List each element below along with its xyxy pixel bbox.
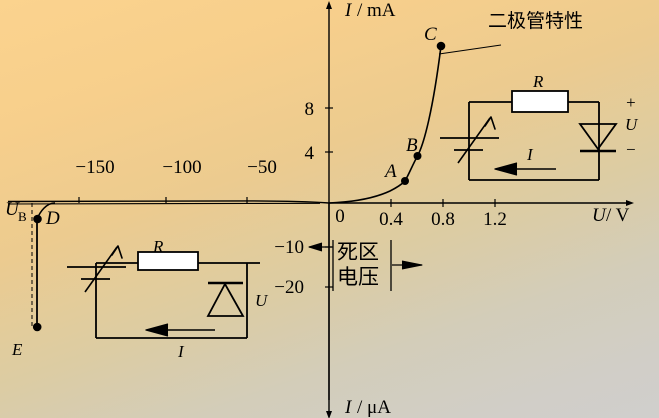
svg-text:C: C xyxy=(424,24,437,45)
svg-text:−10: −10 xyxy=(274,237,304,258)
svg-text:8: 8 xyxy=(305,99,315,120)
svg-text:+: + xyxy=(625,93,636,112)
svg-text:U: U xyxy=(255,291,269,310)
svg-text:E: E xyxy=(11,340,23,359)
svg-text:U: U xyxy=(625,115,639,134)
svg-text:I: I xyxy=(344,397,353,418)
svg-text:二极管特性: 二极管特性 xyxy=(488,10,583,32)
svg-text:R: R xyxy=(532,72,544,91)
svg-text:/ mA: / mA xyxy=(357,0,396,21)
svg-text:死区: 死区 xyxy=(337,241,379,264)
svg-text:I: I xyxy=(344,0,353,21)
svg-text:1.2: 1.2 xyxy=(483,209,507,230)
svg-text:电压: 电压 xyxy=(337,266,379,289)
svg-text:B: B xyxy=(406,135,418,156)
svg-text:−150: −150 xyxy=(75,157,114,178)
svg-text:A: A xyxy=(383,161,397,182)
svg-text:R: R xyxy=(152,237,164,256)
svg-text:0.4: 0.4 xyxy=(379,209,403,230)
svg-text:−50: −50 xyxy=(247,157,277,178)
svg-text:B: B xyxy=(18,209,27,224)
svg-text:0.8: 0.8 xyxy=(431,209,455,230)
svg-text:I: I xyxy=(177,342,185,361)
svg-text:−20: −20 xyxy=(274,277,304,298)
svg-text:/ μA: / μA xyxy=(357,397,391,418)
svg-text:I: I xyxy=(526,145,534,164)
svg-text:4: 4 xyxy=(305,143,315,164)
svg-text:D: D xyxy=(45,208,60,229)
svg-text:−100: −100 xyxy=(162,157,201,178)
svg-text:−: − xyxy=(625,140,636,159)
svg-text:/ V: / V xyxy=(606,205,630,226)
svg-text:U: U xyxy=(592,205,607,226)
svg-text:0: 0 xyxy=(335,206,345,227)
